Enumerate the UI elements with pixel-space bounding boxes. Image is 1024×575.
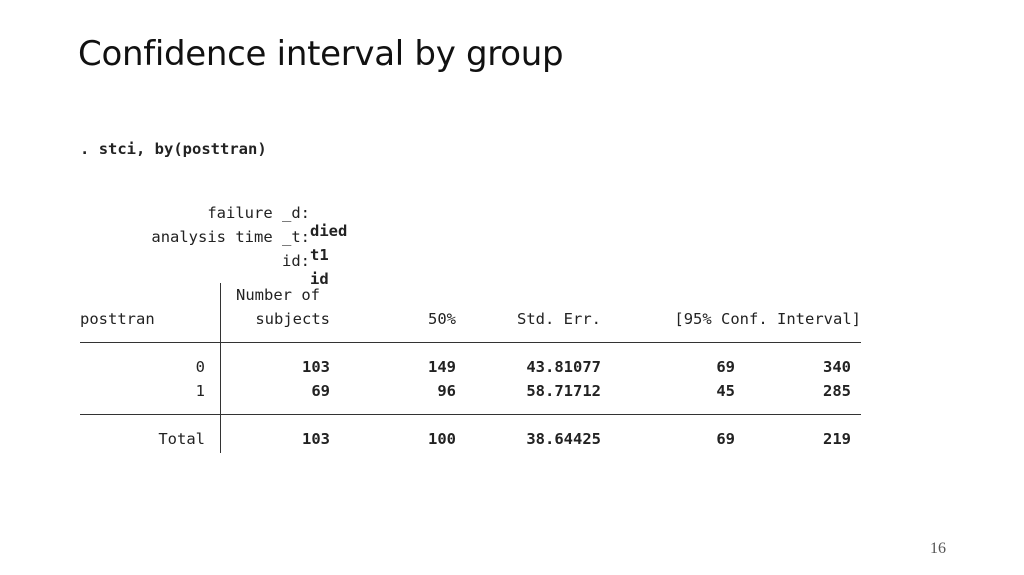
row-1-median: 96 — [437, 382, 456, 400]
results-table: posttran Number of subjects 50% Std. Err… — [80, 283, 861, 453]
row-1-stderr: 58.71712 — [526, 382, 601, 400]
row-0-median: 149 — [428, 358, 456, 376]
row-1-group: 1 — [195, 382, 205, 400]
row-1-ci-high: 285 — [823, 382, 851, 400]
settings-value: id — [310, 270, 329, 288]
row-0-subjects: 103 — [302, 358, 330, 376]
column-divider — [220, 283, 221, 453]
header-ci: [95% Conf. Interval] — [674, 310, 861, 328]
row-0-stderr: 43.81077 — [526, 358, 601, 376]
settings-key: analysis time _t: — [151, 228, 310, 246]
slide-title: Confidence interval by group — [78, 34, 564, 74]
header-subjects: subjects — [255, 310, 330, 328]
row-0-ci-high: 340 — [823, 358, 851, 376]
header-group: posttran — [80, 310, 155, 328]
header-subjects-top: Number of — [236, 286, 320, 304]
command-text: stci, by(posttran) — [98, 140, 267, 158]
total-ci-low: 69 — [716, 430, 735, 448]
header-median: 50% — [428, 310, 456, 328]
settings-value: died — [310, 222, 348, 240]
total-median: 100 — [428, 430, 456, 448]
settings-row-failure: failure _d: died — [80, 186, 360, 240]
total-rule — [80, 414, 861, 415]
total-stderr: 38.64425 — [526, 430, 601, 448]
total-subjects: 103 — [302, 430, 330, 448]
settings-row-analysis-time: analysis time _t: t1 — [80, 210, 360, 264]
settings-value: t1 — [310, 246, 329, 264]
row-0-group: 0 — [195, 358, 205, 376]
total-ci-high: 219 — [823, 430, 851, 448]
total-label: Total — [158, 430, 205, 448]
row-1-subjects: 69 — [311, 382, 330, 400]
settings-key: id: — [282, 252, 310, 270]
command-line: . stci, by(posttran) — [80, 140, 267, 158]
row-0-ci-low: 69 — [716, 358, 735, 376]
command-prompt: . — [80, 140, 90, 158]
settings-key: failure _d: — [207, 204, 310, 222]
page-number: 16 — [930, 540, 946, 557]
row-1-ci-low: 45 — [716, 382, 735, 400]
header-rule — [80, 342, 861, 343]
settings-row-id: id: id — [80, 234, 360, 288]
header-stderr: Std. Err. — [517, 310, 601, 328]
